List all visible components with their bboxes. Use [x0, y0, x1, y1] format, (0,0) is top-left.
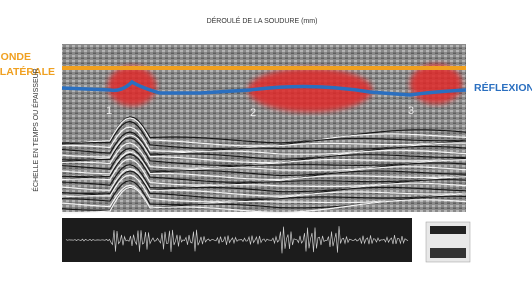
- lateral-wave-label: LATÉRALE: [0, 65, 55, 78]
- page: DÉROULÉ DE LA SOUDURE (mm) ONDE LATÉRALE…: [0, 0, 532, 286]
- legend-swatch: [430, 248, 466, 258]
- defect-number: 3: [408, 105, 414, 117]
- legend-swatch: [430, 226, 466, 234]
- tofd-figure: DÉROULÉ DE LA SOUDURE (mm) ONDE LATÉRALE…: [0, 0, 532, 286]
- vertical-axis-label: ÉCHELLE EN TEMPS OU ÉPAISSEUR: [31, 68, 40, 191]
- defect-number: 1: [106, 105, 112, 117]
- title: DÉROULÉ DE LA SOUDURE (mm): [207, 16, 318, 25]
- defect-number: 2: [250, 107, 256, 119]
- reflection-label: RÉFLEXION: [474, 81, 532, 94]
- defect-zone: [108, 66, 156, 106]
- lateral-wave-label: ONDE: [1, 51, 31, 63]
